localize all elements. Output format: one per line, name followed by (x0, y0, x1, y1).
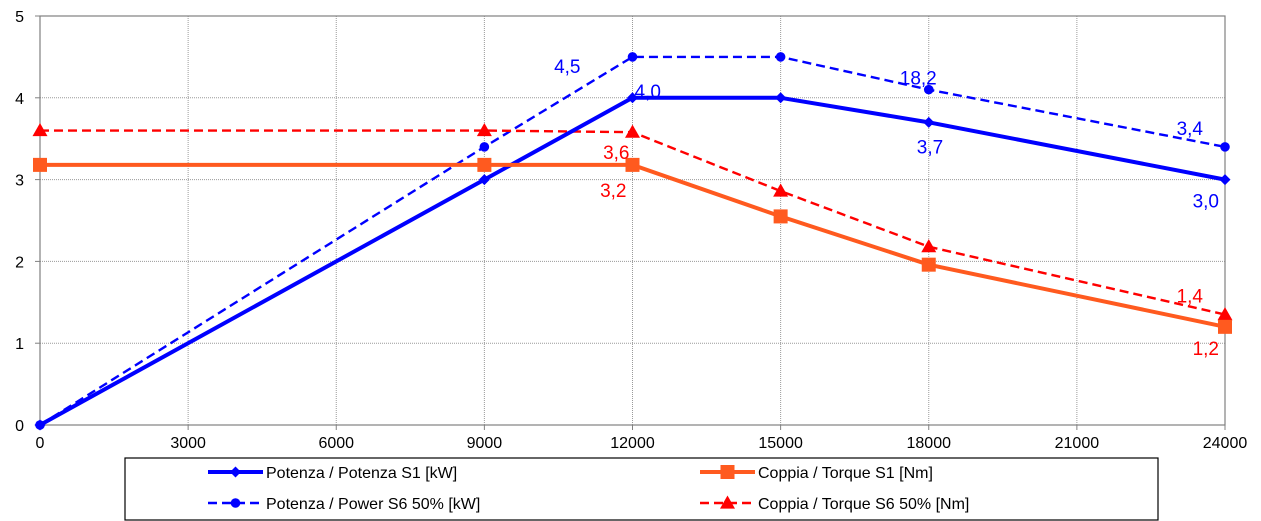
data-point (1217, 307, 1233, 321)
legend-swatch-marker (230, 466, 241, 478)
legend-item-2: Coppia / Torque S1 [Nm] (700, 465, 933, 482)
data-point (1218, 319, 1232, 334)
data-label: 3,7 (917, 137, 943, 158)
x-tick-label: 3000 (170, 435, 206, 452)
data-point (923, 116, 935, 128)
data-point (923, 84, 934, 95)
legend-item-4: Coppia / Torque S6 50% [Nm] (700, 495, 969, 513)
data-point (773, 183, 789, 197)
y-tick-label: 1 (15, 336, 24, 353)
series-line (40, 162, 1226, 329)
data-label: 4,5 (554, 57, 580, 78)
legend: Potenza / Potenza S1 [kW] Coppia / Torque… (124, 457, 1159, 521)
data-point (33, 157, 47, 172)
legend-swatch-marker (720, 465, 735, 479)
data-point (1219, 174, 1231, 186)
data-point (775, 52, 786, 62)
x-tick-label: 21000 (1055, 435, 1100, 452)
series-line (39, 95, 1226, 427)
legend-label: Coppia / Torque S1 [Nm] (758, 465, 933, 482)
data-point (477, 157, 492, 172)
data-point (625, 124, 640, 138)
data-point (34, 419, 46, 431)
legend-swatch-marker (230, 498, 241, 508)
data-label: 1,2 (1193, 339, 1219, 360)
x-tick-label: 6000 (318, 435, 354, 452)
data-labels: 4,5 4,0 18,2 3,7 3,4 3,0 3,6 3,2 1,4 1,2 (554, 57, 1219, 360)
data-label: 3,6 (603, 143, 629, 164)
data-point (921, 257, 936, 272)
data-point (773, 209, 788, 224)
series-4 (32, 123, 1233, 321)
series-line (39, 55, 1226, 427)
y-tick-label: 0 (15, 418, 24, 435)
data-point (627, 52, 638, 62)
legend-label: Potenza / Power S6 50% [kW] (266, 496, 480, 513)
data-point (476, 123, 492, 137)
data-point (627, 92, 638, 104)
series-1 (34, 92, 1231, 431)
series (32, 52, 1233, 431)
legend-swatch-marker (720, 495, 735, 509)
data-point (32, 123, 48, 137)
data-label: 4,0 (635, 82, 661, 103)
data-point (775, 92, 787, 104)
data-label: 3,4 (1177, 119, 1204, 140)
data-label: 3,0 (1193, 192, 1219, 213)
series-line (40, 129, 1226, 316)
legend-item-1: Potenza / Potenza S1 [kW] (208, 465, 457, 482)
axes: 0 3000 6000 9000 12000 15000 18000 21000 24000 0 1… (15, 9, 1247, 452)
data-label: 18,2 (900, 69, 937, 90)
x-tick-label: 15000 (758, 435, 803, 452)
legend-label: Potenza / Potenza S1 [kW] (266, 465, 457, 482)
x-tick-label: 9000 (467, 435, 503, 452)
legend-item-3: Potenza / Power S6 50% [kW] (208, 496, 480, 513)
y-tick-label: 2 (15, 254, 24, 271)
data-label: 1,4 (1177, 287, 1204, 308)
x-tick-label: 24000 (1203, 435, 1248, 452)
series-2 (33, 157, 1232, 334)
x-tick-label: 18000 (907, 435, 952, 452)
data-point (1220, 142, 1230, 152)
y-tick-label: 4 (15, 91, 24, 108)
legend-frame (124, 457, 1159, 521)
data-point (479, 142, 490, 152)
x-tick-label: 12000 (610, 435, 655, 452)
y-tick-label: 5 (15, 9, 24, 26)
grid (40, 16, 1225, 425)
y-tick-label: 3 (15, 173, 24, 190)
data-point (625, 157, 640, 172)
x-tick-label: 0 (36, 435, 45, 452)
data-point (478, 174, 490, 186)
legend-label: Coppia / Torque S6 50% [Nm] (758, 496, 969, 513)
data-label: 3,2 (600, 181, 626, 202)
data-point (921, 239, 937, 253)
